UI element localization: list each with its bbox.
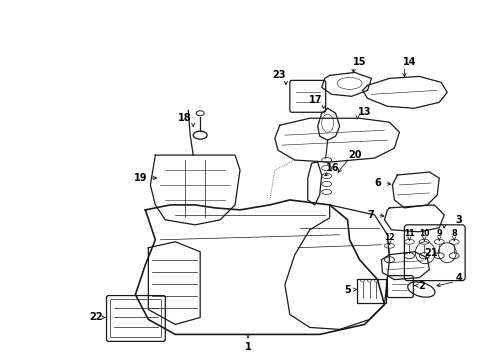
Text: 2: 2 (418, 280, 425, 291)
Text: 18: 18 (178, 113, 192, 123)
Text: 17: 17 (309, 95, 322, 105)
Text: 19: 19 (134, 173, 147, 183)
Text: 1: 1 (245, 342, 251, 352)
Text: 15: 15 (353, 58, 367, 67)
Text: 11: 11 (404, 229, 415, 238)
Text: 6: 6 (374, 178, 381, 188)
Text: 5: 5 (344, 284, 351, 294)
Text: 3: 3 (456, 215, 463, 225)
Text: 23: 23 (272, 71, 286, 80)
Text: 16: 16 (326, 163, 340, 173)
Text: 21: 21 (424, 248, 438, 258)
Text: 13: 13 (358, 107, 371, 117)
Text: 4: 4 (456, 273, 463, 283)
Text: 20: 20 (348, 150, 361, 160)
Text: 12: 12 (384, 233, 394, 242)
Text: 9: 9 (437, 229, 442, 238)
Text: 14: 14 (403, 58, 416, 67)
Text: 10: 10 (419, 229, 430, 238)
Text: 8: 8 (451, 229, 457, 238)
Text: 7: 7 (367, 210, 374, 220)
Text: 22: 22 (89, 312, 102, 323)
